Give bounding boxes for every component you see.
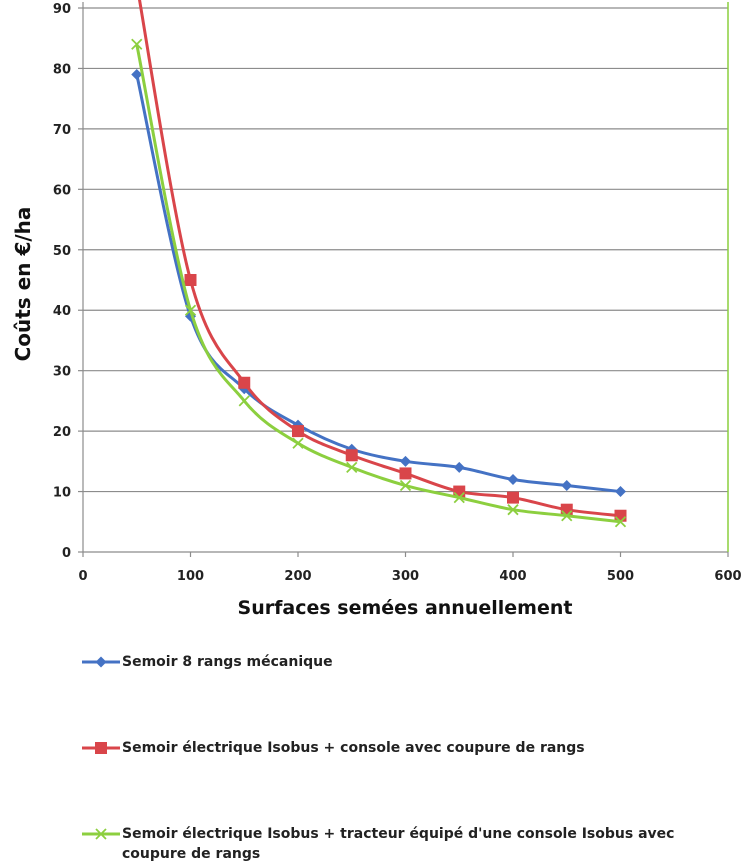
x-tick-label-400: 400 (499, 569, 526, 584)
legend-item-2: Semoir électrique Isobus + console avec … (80, 738, 585, 758)
y-tick-label-70: 70 (53, 123, 71, 138)
y-tick-label-20: 20 (53, 425, 71, 440)
x-tick-label-100: 100 (177, 569, 204, 584)
legend-swatch-3-marker-stroke-b (95, 828, 107, 840)
series-3-point-7-stroke-b (453, 491, 465, 504)
series-3-point-8 (507, 504, 519, 516)
legend-label-2: Semoir électrique Isobus + console avec … (122, 740, 585, 756)
y-tick-label-30: 30 (53, 365, 71, 380)
x-axis-label: Surfaces semées annuellement (238, 597, 573, 619)
gridlines (83, 7, 728, 493)
series-2 (138, 0, 627, 522)
x-tick-label-500: 500 (607, 569, 634, 584)
series-3-point-5-stroke-b (346, 461, 358, 474)
series-2-point-6 (399, 467, 412, 480)
series-1-point-8 (507, 473, 519, 485)
series-1-point-7 (453, 461, 465, 473)
series-1-point-6 (400, 455, 411, 467)
series-2-point-4 (292, 425, 304, 438)
legend-item-3: Semoir électrique Isobus + tracteur équi… (80, 824, 682, 864)
x-tick-label-300: 300 (392, 569, 419, 584)
legend-swatch-1 (82, 656, 120, 668)
series-3-point-1-stroke-b (131, 38, 143, 50)
y-tick-labels: 0 10 20 30 40 50 60 70 80 90 (53, 2, 71, 561)
legend-swatch-2 (82, 742, 120, 754)
series-1-line (135, 74, 621, 494)
series-3-point-3 (238, 395, 250, 407)
series-3-point-3-stroke-b (238, 395, 250, 407)
series-2-point-5 (345, 449, 358, 462)
series-3-point-4 (292, 437, 304, 449)
series-2-point-2 (184, 274, 197, 286)
series-2-point-8 (507, 491, 519, 504)
series-2-line (138, 0, 621, 518)
y-tick-label-10: 10 (53, 486, 71, 501)
legend-item-1: Semoir 8 rangs mécanique (80, 652, 333, 672)
series-3-point-1 (131, 38, 143, 50)
series-3-point-6 (399, 479, 412, 492)
x-tick-label-600: 600 (714, 569, 741, 584)
x-tick-label-0: 0 (78, 569, 87, 584)
series-3-line (135, 43, 621, 524)
x-tick-labels: 0 100 200 300 400 500 600 (78, 569, 741, 584)
legend-label-1: Semoir 8 rangs mécanique (122, 654, 333, 670)
y-tick-label-50: 50 (53, 244, 71, 259)
legend-label-3: Semoir électrique Isobus + tracteur équi… (122, 826, 675, 862)
legend-swatch-2-marker (95, 742, 107, 754)
y-tick-label-40: 40 (53, 304, 71, 319)
series-3-point-5 (346, 461, 358, 474)
series-3-point-2-stroke-b (184, 304, 197, 316)
series-1-point-9 (561, 480, 573, 492)
series-2-point-3 (238, 376, 251, 389)
series-1-point-10 (615, 486, 626, 498)
y-tick-label-80: 80 (53, 62, 71, 77)
series-group (131, 0, 627, 528)
axes (78, 2, 729, 557)
legend-swatch-1-marker (95, 656, 107, 668)
series-1 (131, 68, 626, 498)
y-tick-label-90: 90 (53, 2, 71, 17)
legend-swatch-3 (82, 828, 120, 840)
legend-swatch-3-marker (95, 828, 107, 840)
series-1-point-1 (131, 68, 143, 80)
series-3-point-4-stroke-b (292, 437, 304, 449)
series-3-point-9 (561, 510, 573, 522)
y-tick-label-0: 0 (62, 546, 71, 561)
series-3-point-10-stroke-b (614, 516, 627, 528)
series-3-point-2 (184, 304, 197, 316)
series-3-point-7 (453, 491, 465, 504)
series-3-point-8-stroke-b (507, 504, 519, 516)
series-3-point-10 (614, 516, 627, 528)
series-3 (131, 38, 627, 528)
y-tick-label-60: 60 (53, 183, 71, 198)
series-3-point-9-stroke-b (561, 510, 573, 522)
x-tick-label-200: 200 (284, 569, 311, 584)
series-3-point-6-stroke-b (399, 479, 412, 492)
y-axis-label: Coûts en €/ha (11, 207, 35, 362)
